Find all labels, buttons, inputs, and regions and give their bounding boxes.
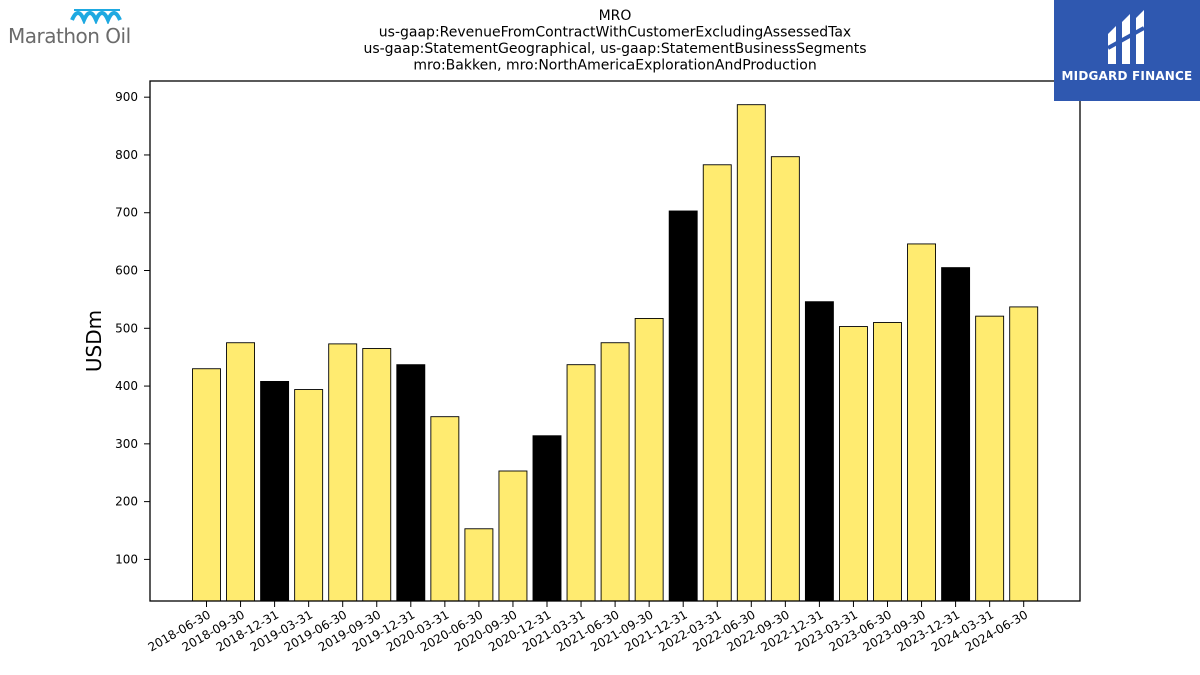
y-tick-label: 600 bbox=[115, 264, 138, 278]
y-tick-label: 400 bbox=[115, 379, 138, 393]
chart-title-line: mro:Bakken, mro:NorthAmericaExplorationA… bbox=[413, 58, 816, 74]
chart-title-line: MRO bbox=[599, 8, 632, 24]
bar bbox=[566, 364, 596, 602]
bar bbox=[600, 342, 630, 602]
midgard-finance-wordmark: MIDGARD FINANCE bbox=[1061, 69, 1193, 83]
bar bbox=[260, 380, 290, 602]
y-axis: 100 200 300 400 500 600 700 800 900 bbox=[115, 90, 150, 566]
y-tick-label: 200 bbox=[115, 495, 138, 509]
marathon-wave-icon bbox=[70, 9, 122, 24]
bar bbox=[770, 156, 800, 602]
bar bbox=[396, 364, 426, 602]
bar bbox=[736, 104, 766, 602]
bars-group bbox=[192, 104, 1039, 602]
bar bbox=[464, 528, 494, 602]
bar bbox=[941, 267, 971, 602]
bar bbox=[634, 318, 664, 602]
chart-title-line: us-gaap:RevenueFromContractWithCustomerE… bbox=[379, 25, 851, 41]
y-tick-label: 700 bbox=[115, 206, 138, 220]
marathon-oil-logo: Marathon Oil bbox=[8, 6, 158, 50]
y-axis-label: USDm bbox=[82, 310, 106, 372]
bar bbox=[702, 164, 732, 602]
bar bbox=[839, 326, 868, 602]
bar bbox=[498, 470, 528, 602]
midgard-emblem-icon bbox=[1107, 10, 1145, 64]
y-tick-label: 800 bbox=[115, 148, 138, 162]
bar bbox=[226, 342, 256, 602]
chart-title-line: us-gaap:StatementGeographical, us-gaap:S… bbox=[363, 41, 866, 57]
bar bbox=[907, 243, 936, 602]
chart-title: MROus-gaap:RevenueFromContractWithCustom… bbox=[363, 8, 866, 74]
bar bbox=[430, 416, 460, 602]
bar bbox=[532, 435, 562, 602]
bar bbox=[1009, 306, 1039, 602]
bar bbox=[668, 210, 698, 602]
bar bbox=[328, 343, 358, 602]
y-tick-label: 900 bbox=[115, 90, 138, 104]
bar bbox=[192, 368, 221, 602]
marathon-oil-wordmark: Marathon Oil bbox=[8, 24, 131, 48]
midgard-finance-logo: MIDGARD FINANCE bbox=[1054, 0, 1200, 101]
bar bbox=[975, 315, 1005, 602]
y-tick-label: 500 bbox=[115, 321, 138, 335]
bar bbox=[804, 301, 834, 602]
y-tick-label: 300 bbox=[115, 437, 138, 451]
bar bbox=[362, 348, 392, 602]
y-tick-label: 100 bbox=[115, 552, 138, 566]
bar bbox=[294, 389, 324, 602]
bar bbox=[873, 322, 902, 602]
x-axis: 2018-06-302018-09-302018-12-312019-03-31… bbox=[146, 601, 1030, 654]
